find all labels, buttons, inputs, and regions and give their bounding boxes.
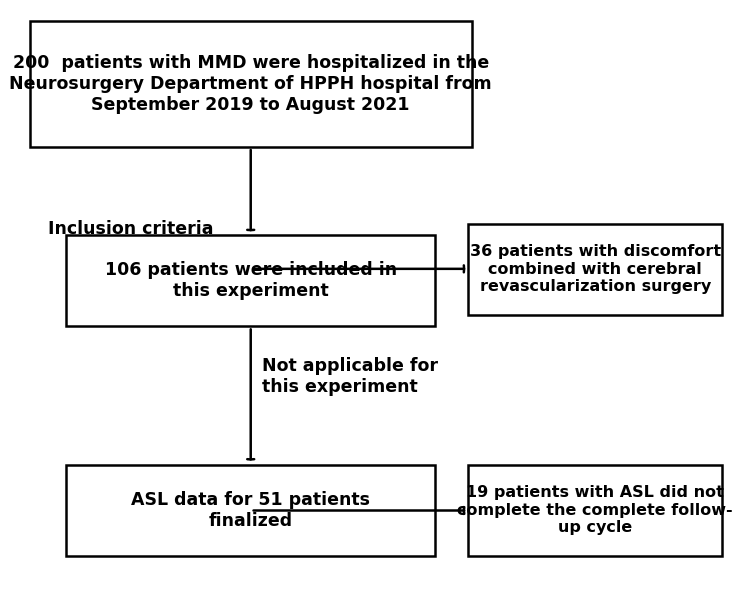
Text: 106 patients were included in
this experiment: 106 patients were included in this exper… [105, 262, 397, 300]
FancyBboxPatch shape [66, 464, 435, 556]
Text: 36 patients with discomfort
combined with cerebral
revascularization surgery: 36 patients with discomfort combined wit… [470, 244, 721, 294]
FancyBboxPatch shape [468, 224, 723, 314]
Text: Not applicable for
this experiment: Not applicable for this experiment [262, 357, 438, 396]
Text: 200  patients with MMD were hospitalized in the
Neurosurgery Department of HPPH : 200 patients with MMD were hospitalized … [10, 54, 492, 114]
Text: Inclusion criteria: Inclusion criteria [48, 220, 214, 238]
FancyBboxPatch shape [468, 464, 723, 556]
Text: 19 patients with ASL did not
complete the complete follow-
up cycle: 19 patients with ASL did not complete th… [457, 485, 733, 535]
FancyBboxPatch shape [29, 20, 472, 147]
FancyBboxPatch shape [66, 235, 435, 326]
Text: ASL data for 51 patients
finalized: ASL data for 51 patients finalized [131, 491, 370, 530]
